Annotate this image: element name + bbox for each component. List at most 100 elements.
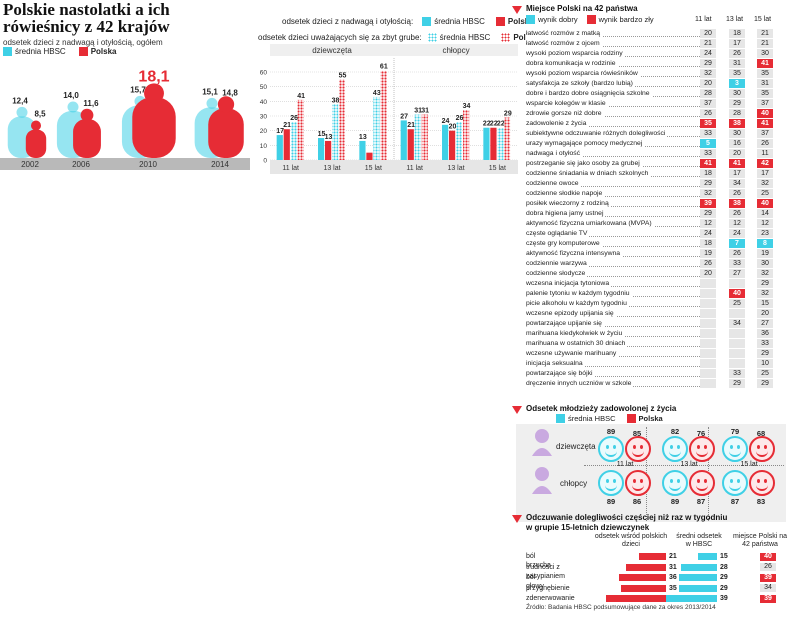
ranking-cell-15: 35 xyxy=(757,69,773,78)
ranking-cell-15: 23 xyxy=(757,229,773,238)
ranking-cell-13 xyxy=(729,359,745,368)
weight-bar-label-0-3: 41 xyxy=(297,93,305,100)
ranking-row-label: zdrowie gorsze niż dobre xyxy=(526,109,604,119)
obesity-hbsc-label-2006: 14,0 xyxy=(63,91,79,100)
ailments-arrow-icon xyxy=(512,515,522,523)
weight-bar-4-1 xyxy=(449,130,456,160)
smiley-hbsc-boys-icon-mouth xyxy=(605,481,617,491)
smiley-poland-boys-icon xyxy=(689,470,715,496)
ranking-heading: Miejsce Polski na 42 państwa xyxy=(526,4,638,13)
ranking-cell-15: 30 xyxy=(757,259,773,268)
weight-xaxis-band xyxy=(270,160,518,174)
smiley-hbsc-girls-icon-mouth xyxy=(729,447,741,457)
ranking-row: codziennie warzywa 26 33 30 xyxy=(526,259,784,269)
smiley-poland-boys-icon-mouth xyxy=(632,481,644,491)
ranking-table: łatwość rozmów z matką 20 18 21 łatwość rozm… xyxy=(526,29,784,389)
weight-xtick-3: 11 lat xyxy=(406,165,423,172)
ranking-cell-15: 33 xyxy=(757,339,773,348)
ranking-cell-15: 27 xyxy=(757,319,773,328)
weight-bar-label-2-3: 61 xyxy=(380,64,388,71)
ranking-row: wczesna inicjacja tytoniowa 29 xyxy=(526,279,784,289)
ranking-cell-13 xyxy=(729,339,745,348)
weight-legend-poland-dotted-swatch xyxy=(501,33,511,42)
sat-boys-hbsc-value: 87 xyxy=(730,497,740,506)
ranking-cell-15: 10 xyxy=(757,359,773,368)
ranking-row-label: dręczenie innych uczniów w szkole xyxy=(526,379,634,389)
obesity-poland-body-2010 xyxy=(132,97,176,158)
obesity-year-2006: 2006 xyxy=(72,160,90,169)
smiley-poland-boys-icon-mouth xyxy=(696,481,708,491)
ranking-cell-13: 40 xyxy=(729,289,745,298)
ranking-cell-15: 21 xyxy=(757,29,773,38)
ranking-row-dots xyxy=(526,286,702,287)
weight-bar-3-3 xyxy=(421,114,428,160)
weight-bar-label-4-0: 24 xyxy=(442,118,450,125)
ranking-row: nadwaga i otyłość 33 20 11 xyxy=(526,149,784,159)
ranking-cell-13 xyxy=(729,329,745,338)
obesity-hbsc-head-2002 xyxy=(16,106,28,118)
ranking-row: powtarzające się bójki 33 25 xyxy=(526,369,784,379)
sat-boys-hbsc-value: 89 xyxy=(670,497,680,506)
obesity-poland-body-2006 xyxy=(73,119,101,158)
ranking-row: zadowolenie z życia 35 38 41 xyxy=(526,119,784,129)
ailments-col2: średni odsetek w HBSC xyxy=(676,533,722,548)
sat-boys-poland-value: 87 xyxy=(696,497,706,506)
weight-legend-hbsc-label: średnia HBSC xyxy=(434,17,485,26)
obesity-poland-head-2006 xyxy=(80,108,94,122)
ranking-row-label: dobre i bardzo dobre osiągnięcia szkolne xyxy=(526,89,652,99)
ranking-cell-11 xyxy=(700,289,716,298)
satisfaction-hline xyxy=(584,465,784,466)
ranking-row-dots xyxy=(526,206,702,207)
legend-poland-swatch xyxy=(78,47,88,56)
ranking-cell-15: 40 xyxy=(757,109,773,118)
ranking-cell-15: 12 xyxy=(757,219,773,228)
ranking-cell-11: 32 xyxy=(700,69,716,78)
ranking-cell-11 xyxy=(700,329,716,338)
weight-bar-0-1 xyxy=(283,129,290,160)
ranking-cell-11: 28 xyxy=(700,89,716,98)
ranking-row-dots xyxy=(526,246,702,247)
ranking-cell-13: 17 xyxy=(729,39,745,48)
ranking-cell-11: 32 xyxy=(700,189,716,198)
ailment-rank: 39 xyxy=(760,594,776,603)
ranking-cell-11: 18 xyxy=(700,239,716,248)
ranking-cell-13: 38 xyxy=(729,199,745,208)
weight-bar-label-5-3: 29 xyxy=(504,110,512,117)
satisfaction-legend-poland-label: Polska xyxy=(638,414,663,423)
ranking-cell-13: 28 xyxy=(729,109,745,118)
ranking-cell-13: 34 xyxy=(729,319,745,328)
weight-legend-line1-text: odsetek dzieci z nadwagą i otyłością: xyxy=(282,17,414,26)
smiley-poland-girls-icon xyxy=(749,436,775,462)
ailment-poland-value: 21 xyxy=(669,553,677,560)
ailment-hbsc-value: 29 xyxy=(720,584,728,592)
ranking-cell-11 xyxy=(700,369,716,378)
ranking-row: dobra komunikacja w rodzinie 29 31 41 xyxy=(526,59,784,69)
ranking-cell-11 xyxy=(700,379,716,388)
source-note: Źródło: Badania HBSC podsumowujące dane … xyxy=(526,604,716,611)
ranking-cell-11: 19 xyxy=(700,249,716,258)
weight-xtick-1: 13 lat xyxy=(323,165,340,172)
obesity-year-2014: 2014 xyxy=(211,160,229,169)
ranking-row: wysoki poziom wsparcia rodziny 24 26 30 xyxy=(526,49,784,59)
weight-bar-1-2 xyxy=(332,104,339,160)
ranking-row-label: satysfakcja ze szkoły (bardzo lubią) xyxy=(526,79,635,89)
ranking-row-label: wczesna inicjacja tytoniowa xyxy=(526,279,612,289)
girl-avatar-icon xyxy=(532,429,552,456)
obesity-poland-head-2010 xyxy=(144,83,164,104)
ranking-cell-11: 29 xyxy=(700,179,716,188)
ranking-row-dots xyxy=(526,186,702,187)
ranking-cell-13: 16 xyxy=(729,139,745,148)
ranking-cell-11: 26 xyxy=(700,259,716,268)
weight-bar-label-0-1: 21 xyxy=(283,122,291,129)
page-title: Polskie nastolatki a ich rówieśnicy z 42… xyxy=(3,0,170,36)
ranking-row-dots xyxy=(526,266,702,267)
ranking-row: codzienne owoce 29 34 32 xyxy=(526,179,784,189)
ranking-row-dots xyxy=(526,376,702,377)
ranking-cell-15: 25 xyxy=(757,369,773,378)
ranking-cell-15: 32 xyxy=(757,179,773,188)
obesity-figure-chart: 12,4 8,5 2002 14,0 11,6 2006 15,718,1 2010 15,1 1… xyxy=(0,68,250,170)
ranking-cell-15: 8 xyxy=(757,239,773,248)
obesity-poland-label-2010: 18,1 xyxy=(138,68,169,85)
ranking-row-label: powtarzające upijanie się xyxy=(526,319,604,329)
ranking-cell-15: 11 xyxy=(757,149,773,158)
